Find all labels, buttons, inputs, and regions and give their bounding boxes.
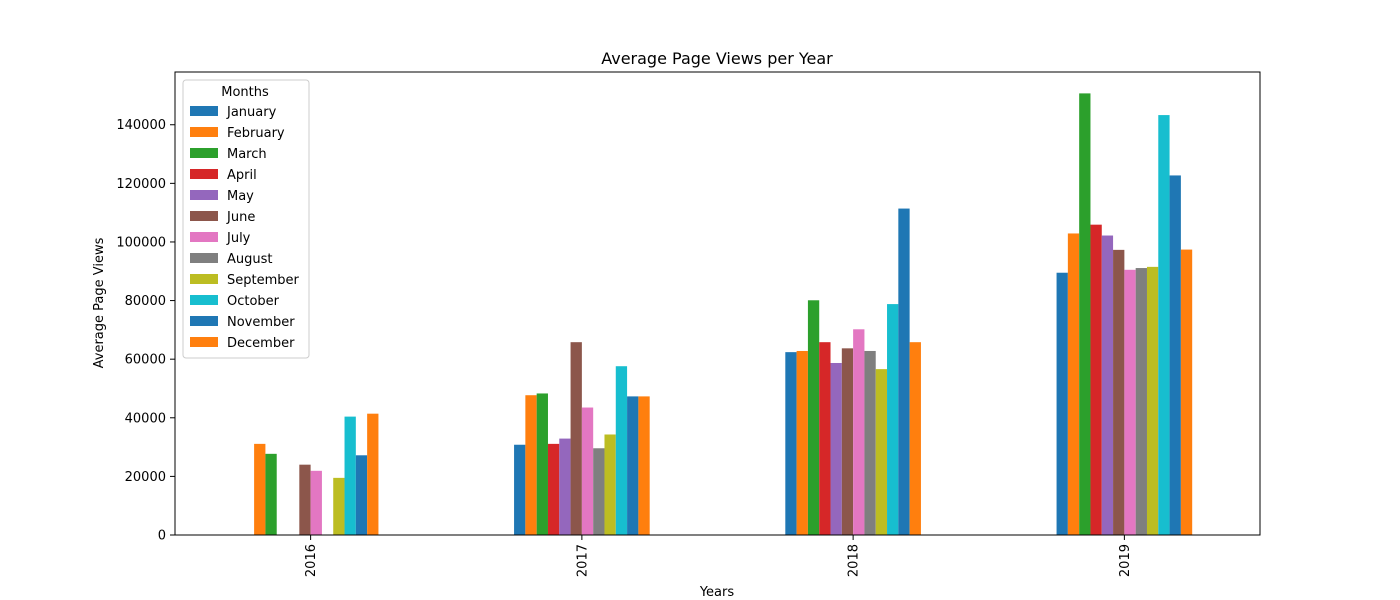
bar-august-2017 [593,448,605,535]
legend-swatch-june [190,211,218,221]
bar-may-2017 [559,438,571,535]
bar-february-2016 [254,443,266,535]
plot-area: 0 20000 40000 60000 80000 100000 120000 140000 2… [116,71,1261,577]
x-tick-label: 2018 [847,544,862,577]
bar-september-2019 [1146,266,1159,535]
y-axis-title: Average Page Views [92,237,107,368]
legend-swatch-september [190,274,218,284]
y-tick-label: 20000 [125,470,166,485]
bar-december-2019 [1180,249,1193,535]
bar-october-2019 [1158,115,1170,535]
bar-july-2017 [581,407,594,535]
legend-label-may: May [227,189,254,204]
bar-september-2016 [333,477,345,535]
bar-november-2016 [355,455,368,535]
legend-label-february: February [227,126,285,141]
bar-december-2016 [367,413,379,535]
bar-june-2017 [570,342,582,535]
bar-october-2016 [344,416,356,535]
bar-march-2019 [1079,93,1091,535]
legend-swatch-october [190,295,218,305]
bar-february-2018 [796,350,808,535]
bar-november-2018 [898,208,910,535]
y-tick-label: 100000 [116,235,166,250]
legend-label-january: January [226,105,277,120]
bar-july-2019 [1124,269,1136,535]
bar-september-2018 [875,369,888,535]
bar-march-2017 [536,393,548,535]
legend-swatch-may [190,190,218,200]
legend-label-december: December [227,336,295,351]
bar-august-2018 [864,350,876,535]
x-axis-title: Years [699,585,735,600]
plot-frame [174,71,1261,536]
bar-july-2018 [853,329,865,535]
legend-label-june: June [226,210,255,225]
bar-april-2018 [819,342,831,535]
legend-label-august: August [227,252,273,267]
legend-title: Months [221,85,269,100]
legend-swatch-february [190,127,218,137]
legend-label-april: April [227,168,257,183]
legend-swatch-december [190,337,218,347]
bar-february-2019 [1067,233,1080,535]
bar-january-2017 [514,444,526,535]
y-tick-label: 140000 [116,118,166,133]
bar-may-2019 [1101,235,1114,535]
legend-label-october: October [227,294,280,309]
bar-october-2017 [615,366,628,535]
bar-june-2018 [841,348,854,535]
bar-december-2017 [638,396,650,535]
bar-february-2017 [525,395,537,535]
bar-october-2018 [887,304,899,535]
bar-january-2019 [1056,272,1068,535]
y-tick-label: 60000 [125,353,166,368]
x-tick-label: 2019 [1118,544,1133,577]
legend-swatch-august [190,253,218,263]
bar-april-2017 [547,443,560,535]
legend-label-november: November [227,315,295,330]
bar-august-2019 [1135,268,1147,535]
bar-march-2018 [807,300,820,535]
x-tick-label: 2016 [304,544,319,577]
bar-november-2017 [627,396,639,535]
bar-december-2018 [909,342,921,535]
bar-november-2019 [1169,175,1181,535]
legend-swatch-november [190,316,218,326]
y-tick-label: 120000 [116,177,166,192]
legend-label-march: March [227,147,267,162]
chart-title: Average Page Views per Year [601,49,833,68]
legend-swatch-july [190,232,218,242]
legend-swatch-march [190,148,218,158]
bar-january-2018 [785,352,797,535]
bar-june-2016 [299,464,311,535]
bar-september-2017 [604,434,616,535]
bar-may-2018 [830,362,842,535]
legend-label-july: July [226,231,251,246]
y-tick-label: 40000 [125,411,166,426]
legend-label-september: September [227,273,300,288]
x-tick-label: 2017 [575,544,590,577]
bar-april-2019 [1090,224,1102,536]
y-tick-label: 0 [158,529,166,544]
bar-july-2016 [310,470,322,535]
legend-swatch-january [190,106,218,116]
legend-swatch-april [190,169,218,179]
bar-june-2019 [1113,249,1125,535]
legend: Months January February March April May June Ju… [182,79,310,359]
y-tick-label: 80000 [125,294,166,309]
bar-march-2016 [265,453,277,535]
